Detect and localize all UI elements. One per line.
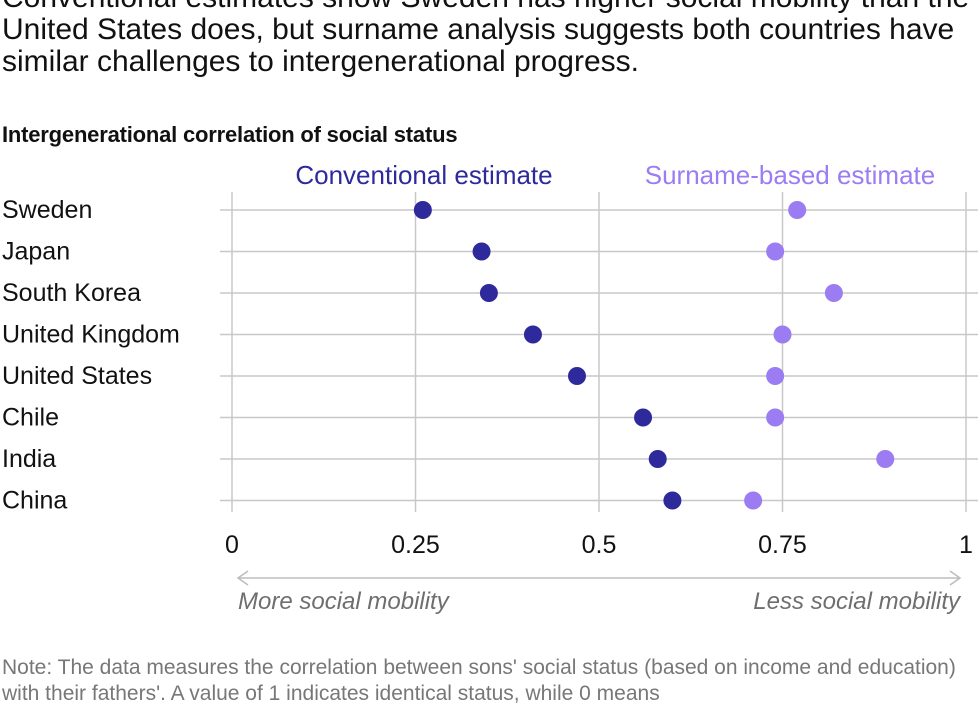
x-tick-label: 0.75 <box>758 531 807 559</box>
x-tick-label: 0 <box>225 531 239 559</box>
category-label: China <box>2 487 67 515</box>
conventional-dot <box>472 242 491 261</box>
surname-dot <box>773 325 792 344</box>
category-label: Chile <box>2 404 59 432</box>
surname-dot <box>788 201 807 219</box>
surname-dot <box>766 408 785 427</box>
surname-dot <box>766 242 785 261</box>
conventional-dot <box>523 325 542 344</box>
mobility-arrow-left-head <box>236 570 249 586</box>
surname-dot <box>824 284 843 302</box>
legend-label: Surname-based estimate <box>645 160 935 190</box>
chart-note: Note: The data measures the correlation … <box>2 656 956 705</box>
conventional-dot <box>413 201 432 219</box>
category-label: Japan <box>2 238 70 266</box>
conventional-dot <box>634 408 653 427</box>
surname-dot <box>744 491 763 510</box>
conventional-dot <box>663 491 682 510</box>
category-label: Sweden <box>2 196 92 224</box>
conventional-dot <box>648 450 667 468</box>
category-label: United Kingdom <box>2 321 180 349</box>
conventional-dot <box>479 284 498 302</box>
headline: Conventional estimates show Sweden has h… <box>2 0 969 78</box>
x-tick-label: 1 <box>959 531 973 559</box>
mobility-arrow-right-head <box>949 570 962 586</box>
x-tick-label: 0.5 <box>582 531 617 559</box>
category-label: South Korea <box>2 279 141 307</box>
category-label: United States <box>2 362 152 390</box>
legend-label: Conventional estimate <box>295 160 552 190</box>
axis-note-right: Less social mobility <box>753 588 962 615</box>
category-label: India <box>2 445 56 473</box>
surname-dot <box>766 367 785 385</box>
x-tick-label: 0.25 <box>391 531 440 559</box>
axis-note-left: More social mobility <box>238 588 451 615</box>
conventional-dot <box>567 367 586 385</box>
dot-plot-chart: Sweden Japan South Korea United Kingdom Unit… <box>2 160 978 615</box>
surname-dot <box>876 450 895 468</box>
chart-title: Intergenerational correlation of social … <box>2 122 458 147</box>
